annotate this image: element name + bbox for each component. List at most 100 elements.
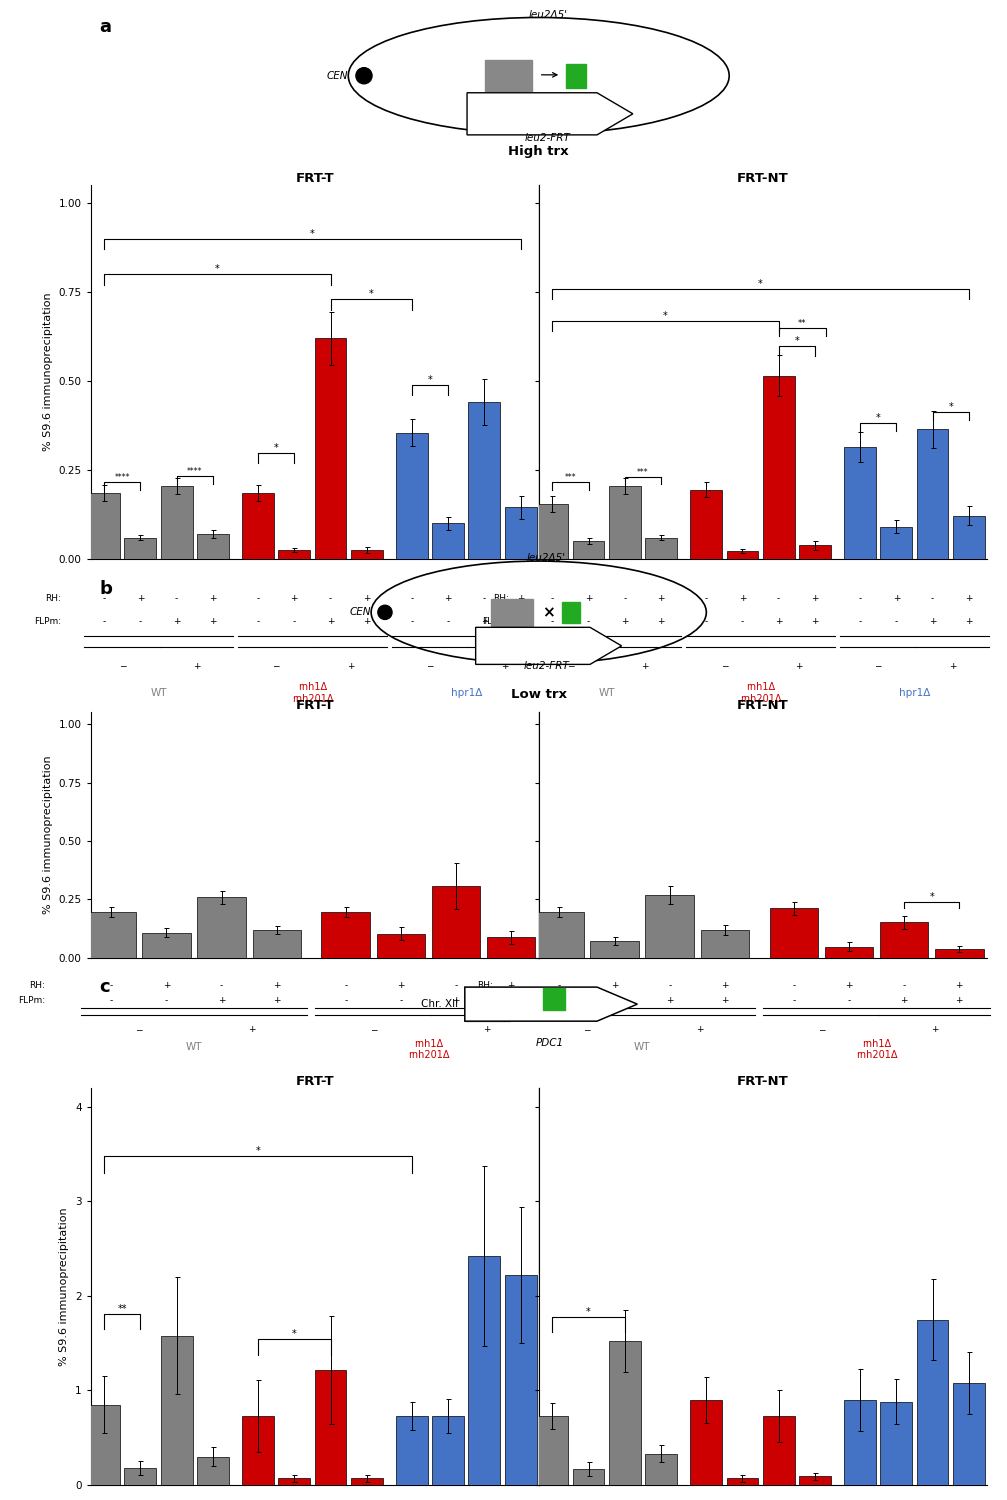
Bar <box>769 908 818 957</box>
Bar <box>197 897 246 957</box>
Text: +: + <box>845 981 853 990</box>
Bar <box>432 886 480 957</box>
Text: -: - <box>551 594 554 603</box>
Text: +: + <box>949 662 957 670</box>
Text: *: * <box>256 1146 261 1156</box>
Text: -: - <box>103 616 106 626</box>
Text: +: + <box>658 594 665 603</box>
Bar <box>125 537 156 560</box>
Text: +: + <box>811 594 819 603</box>
Text: +: + <box>137 594 144 603</box>
Text: +: + <box>480 616 488 626</box>
Bar <box>321 912 370 957</box>
Title: FRT-NT: FRT-NT <box>737 172 788 184</box>
Bar <box>396 432 428 560</box>
Text: -: - <box>411 594 414 603</box>
Text: +: + <box>163 981 170 990</box>
Bar <box>844 1400 876 1485</box>
Bar <box>916 429 949 560</box>
Title: FRT-T: FRT-T <box>295 1076 334 1088</box>
Text: *: * <box>949 402 953 412</box>
Text: Low trx: Low trx <box>511 688 567 700</box>
Text: -: - <box>668 981 672 990</box>
Text: -: - <box>454 981 457 990</box>
Text: ****: **** <box>115 472 130 482</box>
Text: -: - <box>344 981 347 990</box>
Bar <box>253 930 301 957</box>
Bar <box>487 938 536 957</box>
Bar <box>242 494 274 560</box>
Text: RH:: RH: <box>493 594 509 603</box>
Text: -: - <box>110 981 113 990</box>
Bar <box>645 1454 677 1485</box>
Text: -: - <box>293 616 296 626</box>
Text: -: - <box>623 594 626 603</box>
Text: +: + <box>500 662 509 670</box>
Y-axis label: % S9.6 immunoprecipitation: % S9.6 immunoprecipitation <box>43 756 53 915</box>
Text: +: + <box>585 594 592 603</box>
Y-axis label: % S9.6 immunoprecipitation: % S9.6 immunoprecipitation <box>43 292 53 452</box>
Bar <box>314 1370 346 1485</box>
Bar <box>468 1256 500 1485</box>
Text: +: + <box>795 662 803 670</box>
Text: *: * <box>876 413 880 423</box>
Text: -: - <box>551 616 554 626</box>
Bar <box>880 922 928 957</box>
Text: +: + <box>928 616 937 626</box>
Text: +: + <box>291 594 298 603</box>
Text: +: + <box>900 996 908 1005</box>
Text: WT: WT <box>633 1042 651 1053</box>
Bar <box>89 494 120 560</box>
Text: +: + <box>892 594 900 603</box>
Text: WT: WT <box>185 1042 202 1053</box>
Text: +: + <box>517 616 525 626</box>
Text: −: − <box>370 1024 377 1033</box>
Text: −: − <box>721 662 728 670</box>
Text: -: - <box>930 594 934 603</box>
Text: RH:: RH: <box>29 981 45 990</box>
Text: -: - <box>103 594 106 603</box>
Bar <box>535 912 584 957</box>
Text: *: * <box>369 290 374 298</box>
Text: +: + <box>209 616 217 626</box>
Text: -: - <box>705 594 708 603</box>
Text: RH:: RH: <box>45 594 60 603</box>
Text: +: + <box>397 981 405 990</box>
Bar <box>197 534 229 560</box>
Bar <box>125 1468 156 1485</box>
Title: FRT-T: FRT-T <box>295 172 334 184</box>
Text: +: + <box>273 981 281 990</box>
Bar <box>609 486 640 560</box>
Bar <box>953 516 985 560</box>
Bar <box>936 950 984 957</box>
Title: FRT-NT: FRT-NT <box>737 699 788 712</box>
Text: -: - <box>587 616 590 626</box>
Bar <box>142 933 190 957</box>
Bar <box>468 402 500 560</box>
Text: -: - <box>139 616 142 626</box>
Text: +: + <box>721 996 729 1005</box>
Bar <box>242 1416 274 1485</box>
Bar <box>537 1416 568 1485</box>
Text: +: + <box>517 594 525 603</box>
Text: ***: *** <box>637 468 649 477</box>
Bar <box>880 526 912 560</box>
Bar <box>762 1416 795 1485</box>
Text: +: + <box>930 1024 939 1033</box>
Text: -: - <box>257 616 260 626</box>
Text: **: ** <box>798 318 807 327</box>
Text: +: + <box>209 594 217 603</box>
Text: -: - <box>482 594 486 603</box>
Text: *: * <box>664 310 668 321</box>
Bar <box>197 1456 229 1485</box>
Text: a: a <box>100 18 112 36</box>
Text: +: + <box>218 996 226 1005</box>
Text: -: - <box>859 594 862 603</box>
Bar <box>573 1468 604 1485</box>
Bar <box>350 550 383 560</box>
Text: FLPm:: FLPm: <box>466 996 493 1005</box>
Text: −: − <box>818 1024 825 1033</box>
Text: b: b <box>100 579 113 597</box>
Text: +: + <box>273 996 281 1005</box>
Text: High trx: High trx <box>509 146 569 159</box>
